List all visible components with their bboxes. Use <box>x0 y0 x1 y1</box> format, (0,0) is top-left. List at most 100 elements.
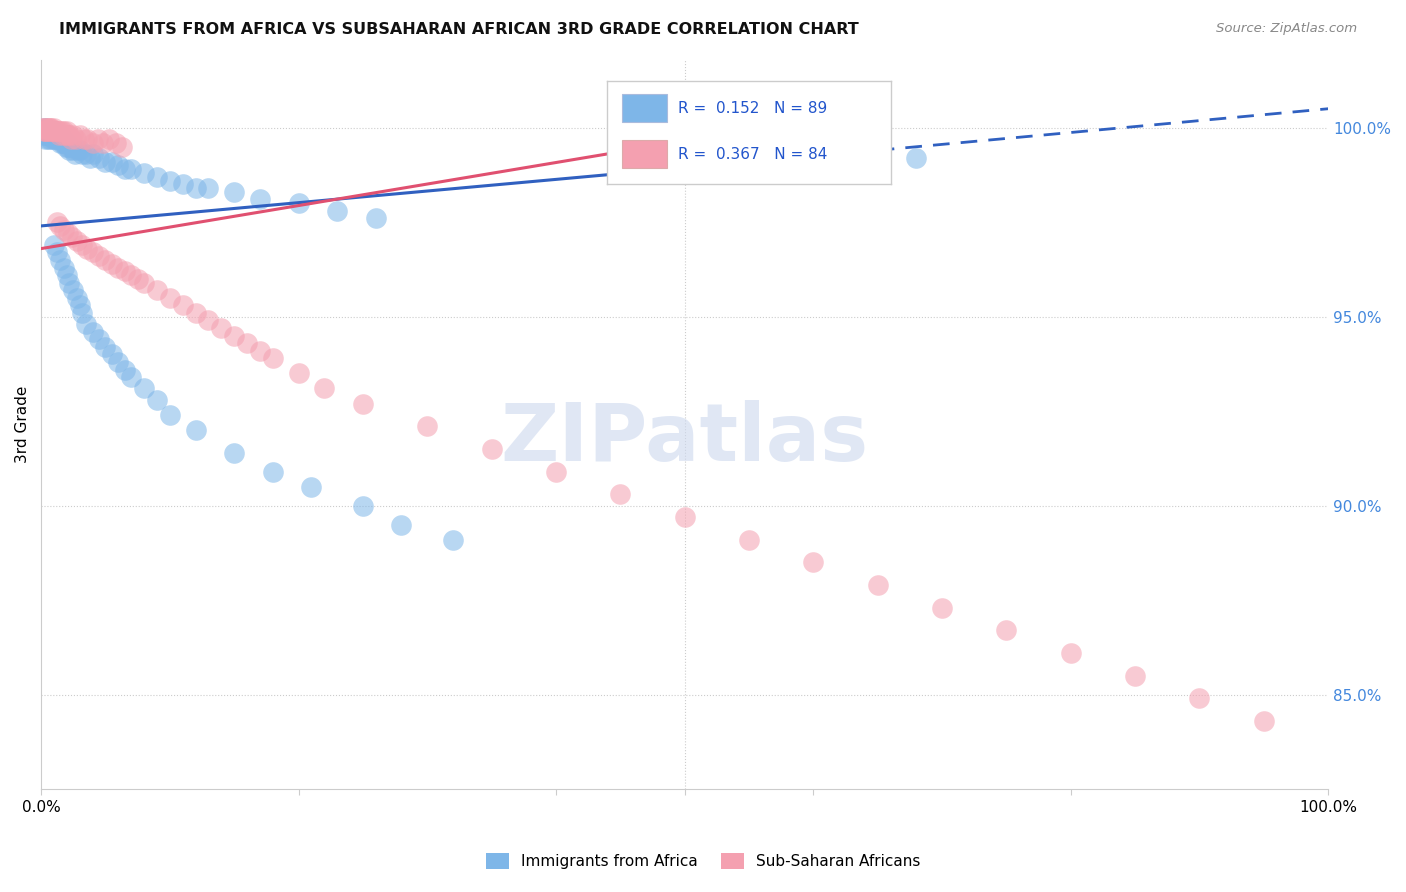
Point <box>65 132 87 146</box>
Point <box>37 124 59 138</box>
Point <box>55 139 77 153</box>
Point <box>37 124 59 138</box>
Point <box>209 321 232 335</box>
Point <box>34 124 56 138</box>
Point <box>69 298 91 312</box>
Point <box>114 362 136 376</box>
Point <box>56 128 79 143</box>
Point <box>287 367 309 381</box>
Point <box>107 355 129 369</box>
Point <box>49 136 72 150</box>
Point <box>44 128 66 143</box>
Point <box>1188 691 1211 706</box>
Point <box>120 370 142 384</box>
Point <box>62 128 84 143</box>
Point <box>35 124 58 138</box>
Point <box>91 136 114 150</box>
Point <box>107 158 129 172</box>
Point <box>45 245 67 260</box>
Point <box>82 245 104 260</box>
Text: ZIPatlas: ZIPatlas <box>501 400 869 478</box>
Point <box>76 242 98 256</box>
Text: IMMIGRANTS FROM AFRICA VS SUBSAHARAN AFRICAN 3RD GRADE CORRELATION CHART: IMMIGRANTS FROM AFRICA VS SUBSAHARAN AFR… <box>59 22 859 37</box>
Point <box>53 260 76 275</box>
Point <box>59 132 82 146</box>
Point <box>72 306 94 320</box>
Point <box>82 325 104 339</box>
Point <box>31 120 53 135</box>
Point <box>32 128 55 143</box>
Point <box>62 144 84 158</box>
Point <box>544 465 567 479</box>
Point <box>738 533 761 547</box>
Point <box>262 465 284 479</box>
Point <box>35 120 58 135</box>
Point <box>32 124 55 138</box>
Point <box>39 128 62 143</box>
Point <box>87 132 110 146</box>
Point <box>905 151 928 165</box>
Point <box>53 124 76 138</box>
Point <box>41 124 63 138</box>
Point <box>931 600 953 615</box>
Point <box>49 252 72 267</box>
Point <box>45 215 67 229</box>
Point <box>48 128 70 143</box>
Point <box>37 120 59 135</box>
Point <box>995 624 1018 638</box>
Point <box>66 291 89 305</box>
Point <box>352 396 374 410</box>
Point <box>120 162 142 177</box>
Point <box>41 124 63 138</box>
Point <box>69 128 91 143</box>
Point <box>45 132 67 146</box>
Point <box>801 555 824 569</box>
Point <box>609 487 631 501</box>
Point <box>82 136 104 150</box>
Point <box>53 136 76 150</box>
Point <box>34 124 56 138</box>
Point <box>46 124 69 138</box>
Point <box>87 151 110 165</box>
Point <box>58 144 80 158</box>
Point <box>48 132 70 146</box>
Point <box>114 162 136 177</box>
Point <box>39 124 62 138</box>
Point <box>41 120 63 135</box>
Point <box>79 151 101 165</box>
Point <box>249 193 271 207</box>
Point <box>98 132 121 146</box>
Point <box>94 154 117 169</box>
Point <box>49 124 72 138</box>
Point <box>127 272 149 286</box>
Point <box>69 144 91 158</box>
Point <box>42 237 65 252</box>
Point <box>159 291 181 305</box>
Point <box>94 340 117 354</box>
Point <box>87 249 110 263</box>
Point <box>41 128 63 143</box>
Point <box>44 124 66 138</box>
Point <box>76 132 98 146</box>
Point <box>66 144 89 158</box>
Point <box>72 237 94 252</box>
Point <box>1060 646 1083 660</box>
Point <box>107 260 129 275</box>
Point <box>58 276 80 290</box>
Point <box>673 510 696 524</box>
Point <box>314 381 336 395</box>
Point <box>35 128 58 143</box>
Point <box>101 347 124 361</box>
Point <box>132 166 155 180</box>
Point <box>75 317 97 331</box>
Point <box>56 124 79 138</box>
Point <box>38 124 60 138</box>
Point <box>299 480 322 494</box>
Point <box>62 283 84 297</box>
Point <box>49 219 72 233</box>
Point <box>56 139 79 153</box>
Point <box>39 120 62 135</box>
Point <box>49 128 72 143</box>
Point <box>197 181 219 195</box>
Point <box>1253 714 1275 728</box>
